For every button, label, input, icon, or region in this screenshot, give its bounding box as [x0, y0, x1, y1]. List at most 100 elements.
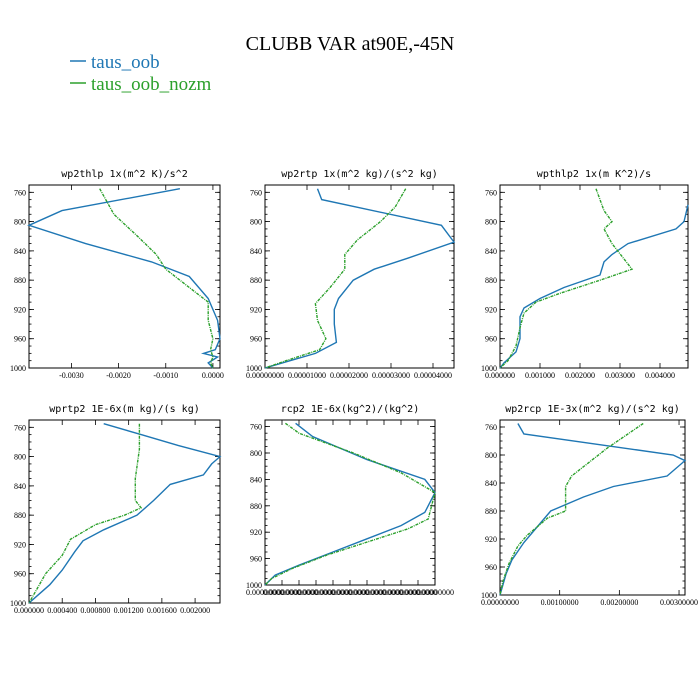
- plot-frame: [264, 184, 455, 369]
- x-tick-label: 0.00000000: [297, 588, 335, 597]
- y-tick-label: 920: [14, 305, 26, 314]
- x-tick-label: 0.001600: [147, 606, 177, 615]
- x-tick-label: 0.00300000: [660, 598, 698, 607]
- y-tick-label: 880: [250, 502, 262, 511]
- y-tick-label: 800: [485, 218, 497, 227]
- x-tick-label: 0.00000000: [382, 588, 420, 597]
- legend-label-taus-oob-nozm: taus_oob_nozm: [91, 74, 212, 95]
- y-tick-label: 920: [14, 540, 26, 549]
- x-tick-label: 0.00000000: [280, 588, 318, 597]
- panel-1: wp2thlp 1x(m^2 K)/s^2 760 800 840 880 920 960 1…: [10, 169, 224, 380]
- x-tick-label: 0.001000: [525, 371, 555, 380]
- series-line-taus-oob: [499, 204, 689, 369]
- x-tick-label: 0.000000: [485, 371, 515, 380]
- x-tick-label: 0.001200: [114, 606, 144, 615]
- panel-title: rcp2 1E-6x(kg^2)/(kg^2): [281, 404, 419, 415]
- series-line-taus-oob-nozm: [264, 422, 436, 586]
- panel-title: wp2thlp 1x(m^2 K)/s^2: [61, 169, 187, 180]
- x-tick-label: 0.00000000: [348, 588, 386, 597]
- panel-title: wp2rcp 1E-3x(m^2 kg)/(s^2 kg): [505, 404, 680, 415]
- y-tick-label: 960: [485, 335, 497, 344]
- x-tick-label: 0.000800: [80, 606, 110, 615]
- x-tick-label: 0.00002000: [330, 371, 368, 380]
- panels: wp2thlp 1x(m^2 K)/s^2 760 800 840 880 920 960 1…: [10, 169, 698, 615]
- y-tick-label: 1000: [10, 364, 26, 373]
- series-line-taus-oob: [27, 188, 221, 369]
- y-tick-label: 800: [250, 449, 262, 458]
- legend-label-taus-oob: taus_oob: [91, 52, 160, 73]
- y-tick-label: 920: [485, 535, 497, 544]
- panel-5: rcp2 1E-6x(kg^2)/(kg^2) 760 800 840 880 920 96…: [246, 404, 454, 597]
- x-tick-label: 0.004000: [645, 371, 675, 380]
- y-tick-label: 760: [14, 188, 26, 197]
- y-tick-label: 920: [485, 305, 497, 314]
- y-tick-label: 1000: [246, 364, 262, 373]
- y-tick-label: 760: [485, 423, 497, 432]
- x-tick-label: 0.003000: [605, 371, 635, 380]
- x-tick-label: 0.00003000: [372, 371, 410, 380]
- y-tick-label: 960: [14, 335, 26, 344]
- series-line-taus-oob-nozm: [28, 423, 143, 604]
- x-tick-label: 0.0000: [202, 371, 224, 380]
- x-tick-label: 0.00000000: [263, 588, 301, 597]
- x-tick-label: 0.00001000: [288, 371, 326, 380]
- x-tick-label: 0.00000000: [314, 588, 352, 597]
- panel-title: wprtp2 1E-6x(m kg)/(s kg): [49, 404, 200, 415]
- plot-frame: [28, 184, 221, 369]
- y-tick-label: 920: [250, 305, 262, 314]
- y-tick-label: 880: [14, 276, 26, 285]
- x-tick-label: -0.0030: [59, 371, 84, 380]
- x-tick-label: 0.00000000: [365, 588, 403, 597]
- y-tick-label: 880: [485, 276, 497, 285]
- y-tick-label: 840: [250, 247, 262, 256]
- panel-title: wpthlp2 1x(m K^2)/s: [537, 169, 651, 180]
- y-tick-label: 1000: [10, 599, 26, 608]
- series-line-taus-oob-nozm: [499, 422, 644, 596]
- y-tick-label: 880: [14, 511, 26, 520]
- y-tick-label: 760: [250, 423, 262, 432]
- x-tick-label: 0.00004000: [414, 371, 452, 380]
- plot-frame: [499, 419, 686, 596]
- x-tick-label: 0.00000000: [481, 598, 519, 607]
- panel-6: wp2rcp 1E-3x(m^2 kg)/(s^2 kg) 760 800 840 88…: [481, 404, 698, 607]
- x-tick-label: -0.0020: [106, 371, 131, 380]
- series-line-taus-oob: [28, 423, 222, 604]
- panel-3: wpthlp2 1x(m K^2)/s 760 800 840 880 920 960 100…: [481, 169, 689, 380]
- y-tick-label: 840: [250, 475, 262, 484]
- y-tick-label: 960: [485, 563, 497, 572]
- y-tick-label: 1000: [481, 364, 497, 373]
- panel-2: wp2rtp 1x(m^2 kg)/(s^2 kg) 760 800 840 880 92…: [246, 169, 456, 380]
- y-tick-label: 800: [14, 218, 26, 227]
- legend: taus_oob taus_oob_nozm: [70, 52, 212, 95]
- series-line-taus-oob: [264, 188, 456, 369]
- y-tick-label: 880: [485, 507, 497, 516]
- y-tick-label: 800: [14, 453, 26, 462]
- y-tick-label: 760: [485, 188, 497, 197]
- x-tick-label: 0.00100000: [541, 598, 579, 607]
- y-tick-label: 760: [14, 423, 26, 432]
- y-tick-label: 880: [250, 276, 262, 285]
- plot-frame: [28, 419, 221, 604]
- x-tick-label: 0.000400: [47, 606, 77, 615]
- x-tick-label: -0.0010: [153, 371, 178, 380]
- y-tick-label: 1000: [481, 591, 497, 600]
- y-tick-label: 760: [250, 188, 262, 197]
- panel-4: wprtp2 1E-6x(m kg)/(s kg) 760 800 840 880 920…: [10, 404, 222, 615]
- y-tick-label: 840: [485, 479, 497, 488]
- series-line-taus-oob-nozm: [499, 188, 634, 369]
- series-line-taus-oob: [499, 423, 687, 596]
- y-tick-label: 960: [250, 555, 262, 564]
- x-tick-label: 0.002000: [565, 371, 595, 380]
- x-tick-label: 0.00000000: [246, 588, 284, 597]
- y-tick-label: 840: [485, 247, 497, 256]
- y-tick-label: 960: [250, 335, 262, 344]
- series-line-taus-oob-nozm: [264, 188, 407, 369]
- panel-title: wp2rtp 1x(m^2 kg)/(s^2 kg): [281, 169, 438, 180]
- x-tick-label: 0.00000000: [416, 588, 454, 597]
- series-line-taus-oob-nozm: [99, 188, 214, 369]
- y-tick-label: 840: [14, 482, 26, 491]
- y-tick-label: 800: [250, 218, 262, 227]
- x-tick-label: 0.00000000: [399, 588, 437, 597]
- x-tick-label: 0.00200000: [600, 598, 638, 607]
